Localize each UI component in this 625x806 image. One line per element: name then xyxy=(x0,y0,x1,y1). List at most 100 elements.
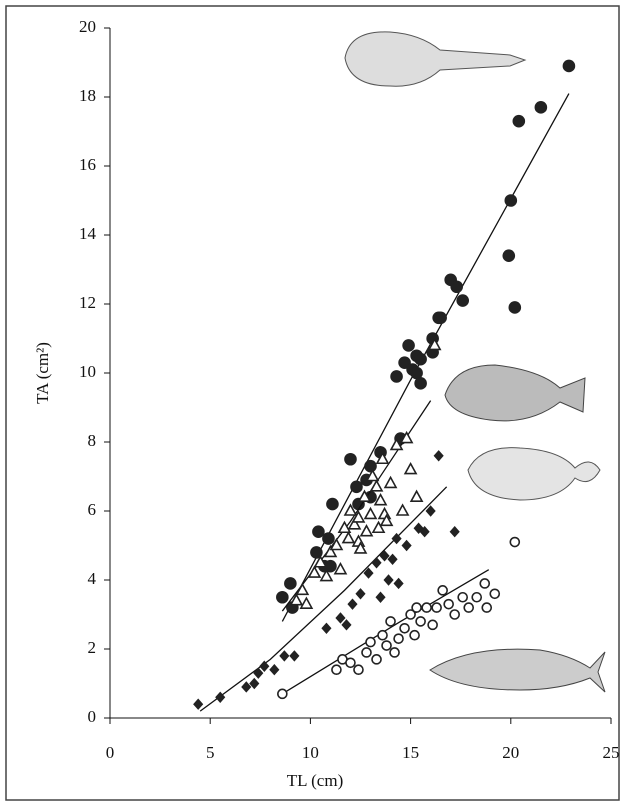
point xyxy=(336,613,344,622)
point xyxy=(391,371,402,382)
chart: TL (cm) TA (cm²) 05101520250246810121416… xyxy=(0,0,625,806)
point xyxy=(365,569,373,578)
point xyxy=(362,648,371,657)
point xyxy=(435,312,446,323)
point xyxy=(353,536,364,546)
x-tick-label: 10 xyxy=(302,743,319,762)
x-tick-label: 0 xyxy=(106,743,115,762)
point xyxy=(371,481,382,491)
point xyxy=(505,195,516,206)
point xyxy=(412,603,421,612)
point xyxy=(451,527,459,536)
point xyxy=(490,589,499,598)
point xyxy=(464,603,473,612)
point xyxy=(242,682,250,691)
x-tick-label: 25 xyxy=(603,743,620,762)
point xyxy=(343,533,354,543)
fish-flounder xyxy=(468,448,600,500)
point xyxy=(260,662,268,671)
point xyxy=(422,603,431,612)
point xyxy=(346,658,355,667)
point xyxy=(427,507,435,516)
x-tick-label: 20 xyxy=(502,743,519,762)
y-tick-label: 20 xyxy=(79,17,96,36)
point xyxy=(373,558,381,567)
fish-rockfish xyxy=(445,365,585,421)
y-tick-label: 8 xyxy=(88,431,97,450)
point xyxy=(250,679,258,688)
point xyxy=(194,700,202,709)
point xyxy=(322,624,330,633)
y-tick-label: 12 xyxy=(79,293,96,312)
point xyxy=(332,665,341,674)
point xyxy=(416,617,425,626)
point xyxy=(390,648,399,657)
point xyxy=(395,579,403,588)
point xyxy=(403,541,411,550)
point xyxy=(432,603,441,612)
point xyxy=(513,116,524,127)
point xyxy=(535,102,546,113)
point xyxy=(400,624,409,633)
point xyxy=(403,340,414,351)
point xyxy=(444,600,453,609)
point xyxy=(458,593,467,602)
point xyxy=(503,250,514,261)
point xyxy=(415,378,426,389)
x-tick-label: 15 xyxy=(402,743,419,762)
point xyxy=(389,555,397,564)
point xyxy=(457,295,468,306)
point xyxy=(313,526,324,537)
point xyxy=(378,631,387,640)
point xyxy=(290,651,298,660)
x-axis-label: TL (cm) xyxy=(287,771,343,790)
point xyxy=(351,481,362,492)
point xyxy=(382,641,391,650)
point xyxy=(411,368,422,379)
point xyxy=(366,638,375,647)
y-tick-label: 18 xyxy=(79,86,96,105)
point xyxy=(365,508,376,518)
point xyxy=(285,578,296,589)
point xyxy=(291,595,302,605)
point xyxy=(327,499,338,510)
point xyxy=(357,589,365,598)
point xyxy=(345,454,356,465)
fish-mackerel xyxy=(430,649,605,692)
point xyxy=(386,617,395,626)
y-tick-label: 4 xyxy=(88,569,97,588)
point xyxy=(428,620,437,629)
point xyxy=(405,464,416,474)
point xyxy=(510,538,519,547)
y-tick-label: 10 xyxy=(79,362,96,381)
point xyxy=(301,598,312,608)
point xyxy=(365,461,376,472)
point xyxy=(342,620,350,629)
fit-line xyxy=(200,487,446,711)
fish-flathead xyxy=(345,32,525,86)
point xyxy=(415,354,426,365)
point xyxy=(354,665,363,674)
point xyxy=(385,576,393,585)
point xyxy=(411,491,422,501)
point xyxy=(482,603,491,612)
point xyxy=(348,600,356,609)
point xyxy=(280,651,288,660)
point xyxy=(450,610,459,619)
point xyxy=(372,655,381,664)
y-tick-label: 16 xyxy=(79,155,96,174)
point xyxy=(270,665,278,674)
point xyxy=(397,505,408,515)
y-tick-label: 0 xyxy=(88,707,97,726)
point xyxy=(438,586,447,595)
x-tick-label: 5 xyxy=(206,743,215,762)
point xyxy=(410,631,419,640)
point xyxy=(277,592,288,603)
y-axis-label: TA (cm²) xyxy=(33,342,52,404)
y-tick-label: 2 xyxy=(88,638,97,657)
point xyxy=(323,533,334,544)
point xyxy=(509,302,520,313)
point xyxy=(394,634,403,643)
point xyxy=(361,526,372,536)
point xyxy=(379,508,390,518)
